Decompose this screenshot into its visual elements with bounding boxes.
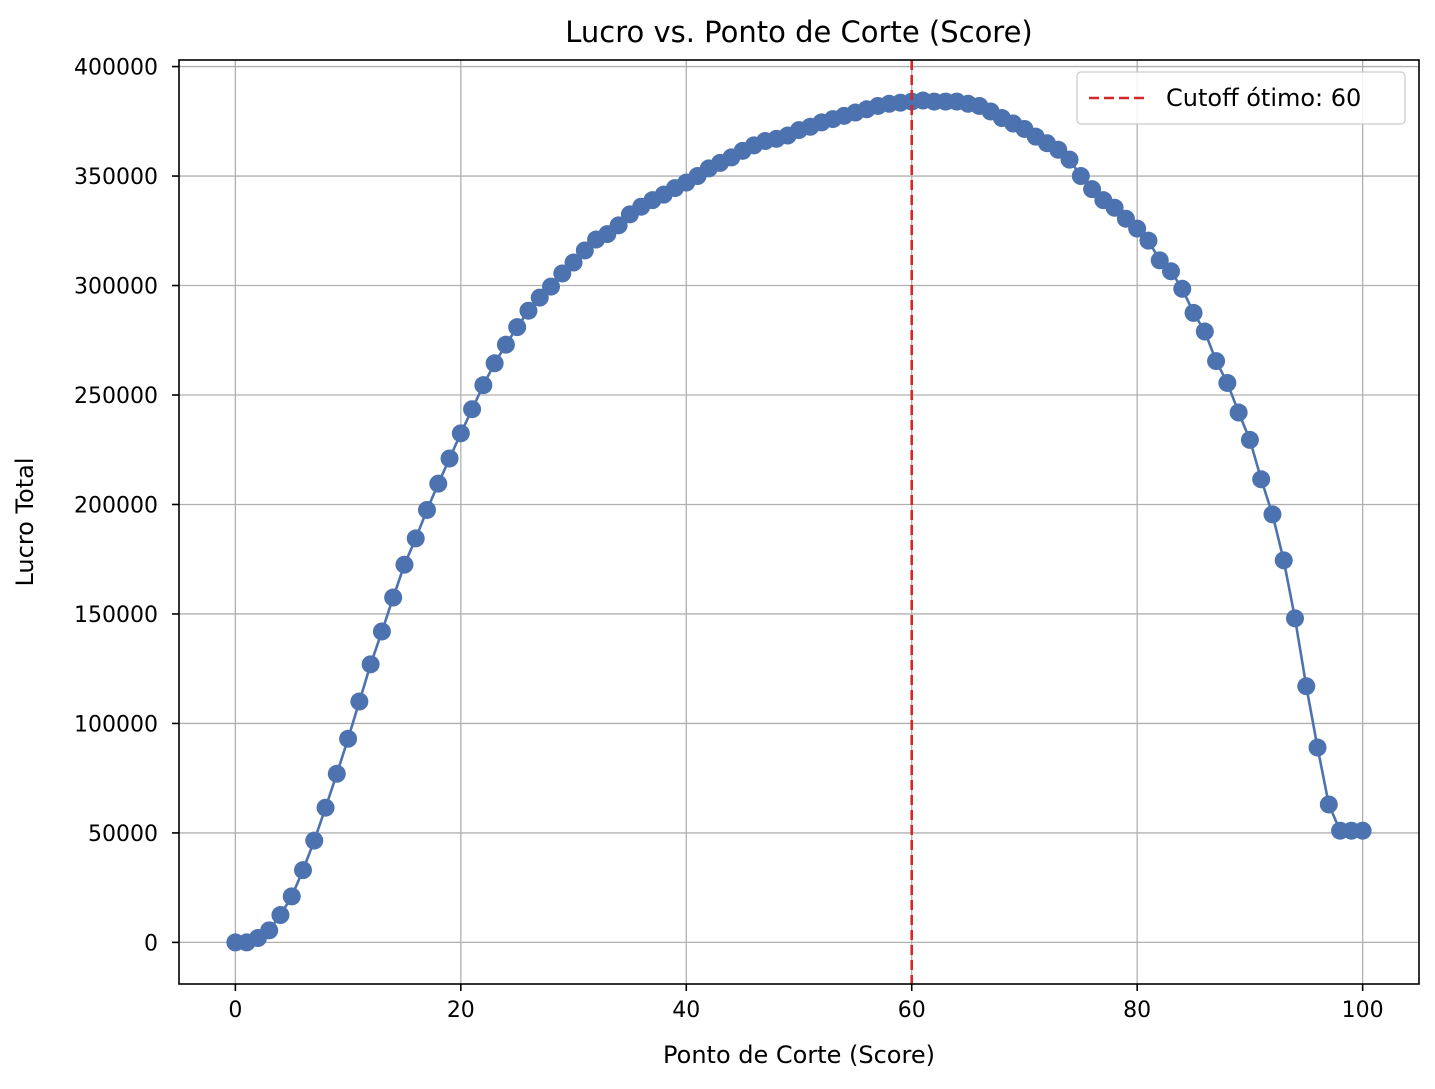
y-axis-label: Lucro Total xyxy=(11,457,39,586)
x-tick-label: 80 xyxy=(1123,998,1151,1023)
y-tick-label: 50000 xyxy=(88,822,158,847)
data-point xyxy=(406,529,425,548)
y-tick-label: 250000 xyxy=(74,384,158,409)
data-point xyxy=(316,798,335,817)
data-point xyxy=(1252,470,1271,489)
data-point xyxy=(1297,677,1316,696)
data-point xyxy=(553,264,572,283)
data-point xyxy=(350,692,369,711)
data-point xyxy=(575,241,594,260)
data-point xyxy=(429,474,448,493)
data-point xyxy=(271,906,290,925)
axis-ticks: 0 20 40 60 80 100 0 50000 100000 150000 200000 2500… xyxy=(74,56,1384,1023)
grid xyxy=(179,60,1419,984)
data-point xyxy=(1286,609,1304,628)
x-tick-label: 20 xyxy=(447,998,475,1023)
data-point xyxy=(1319,795,1338,814)
y-tick-label: 150000 xyxy=(74,603,158,628)
data-point xyxy=(1240,430,1259,449)
data-point xyxy=(1218,373,1237,392)
data-point xyxy=(1150,251,1169,270)
chart-title: Lucro vs. Ponto de Corte (Score) xyxy=(565,15,1033,49)
data-point xyxy=(372,622,391,641)
data-point xyxy=(1353,821,1372,840)
data-point xyxy=(260,921,279,940)
data-point xyxy=(1274,551,1293,570)
legend: Cutoff ótimo: 60 xyxy=(1076,71,1406,125)
plot-frame xyxy=(178,59,1420,985)
data-point xyxy=(463,400,482,419)
y-tick-label: 200000 xyxy=(74,493,158,518)
y-tick-label: 100000 xyxy=(74,712,158,737)
x-axis-label: Ponto de Corte (Score) xyxy=(663,1041,935,1069)
data-point xyxy=(1308,738,1327,757)
data-point xyxy=(1229,403,1248,422)
data-point xyxy=(564,253,583,272)
x-tick-label: 60 xyxy=(898,998,926,1023)
data-point xyxy=(1071,167,1090,186)
data-point xyxy=(1083,180,1102,199)
data-point xyxy=(609,216,628,235)
y-tick-label: 0 xyxy=(144,931,158,956)
series-points xyxy=(226,91,1372,952)
legend-label-cutoff: Cutoff ótimo: 60 xyxy=(1166,84,1361,112)
data-point xyxy=(418,500,436,519)
data-point xyxy=(530,288,549,307)
data-point xyxy=(1195,322,1214,341)
data-point xyxy=(1128,219,1147,238)
y-tick-label: 300000 xyxy=(74,275,158,300)
legend-box xyxy=(1076,71,1406,125)
y-tick-label: 350000 xyxy=(74,165,158,190)
data-point xyxy=(282,887,301,906)
data-point xyxy=(361,655,380,674)
data-point xyxy=(542,277,560,296)
data-point xyxy=(1173,279,1192,298)
data-point xyxy=(496,335,515,354)
data-point xyxy=(294,861,312,880)
data-point xyxy=(1207,352,1226,371)
data-point xyxy=(519,301,538,320)
data-point xyxy=(474,376,493,395)
data-point xyxy=(327,764,346,783)
data-point xyxy=(508,318,527,337)
y-tick-label: 400000 xyxy=(74,56,158,81)
data-point xyxy=(1139,231,1158,250)
data-point xyxy=(384,588,403,607)
data-point xyxy=(1263,505,1282,524)
x-tick-label: 40 xyxy=(672,998,700,1023)
data-point xyxy=(440,449,459,468)
x-tick-label: 100 xyxy=(1342,998,1384,1023)
data-point xyxy=(1162,262,1180,281)
data-point xyxy=(339,729,358,748)
data-point xyxy=(1105,198,1124,217)
data-point xyxy=(1184,303,1203,322)
data-point xyxy=(1060,150,1079,169)
x-tick-label: 0 xyxy=(228,998,242,1023)
data-point xyxy=(305,831,324,850)
data-point xyxy=(451,424,470,443)
data-point xyxy=(395,555,414,574)
data-point xyxy=(485,354,504,373)
